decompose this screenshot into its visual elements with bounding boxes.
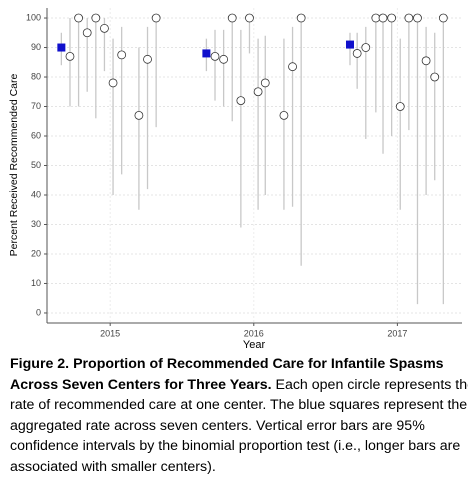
caption: Figure 2. Proportion of Recommended Care… [10, 354, 468, 477]
point [279, 110, 289, 120]
point [74, 13, 83, 23]
caption-title: Figure 2. Proportion of Recommended Care… [10, 356, 444, 393]
y-tick-label: 80 [31, 71, 41, 81]
point [100, 23, 109, 33]
point [219, 54, 229, 64]
y-tick-label: 70 [31, 101, 41, 111]
point [413, 13, 422, 23]
point [253, 87, 263, 97]
point [236, 96, 246, 106]
point [57, 43, 66, 52]
y-tick-label: 0 [36, 307, 41, 317]
point [296, 13, 306, 23]
point [361, 43, 371, 52]
point [387, 13, 397, 23]
point [227, 13, 237, 23]
point [134, 110, 144, 120]
point [91, 13, 101, 23]
point [245, 13, 254, 23]
point [404, 13, 414, 23]
point [352, 49, 362, 58]
point [421, 56, 431, 66]
point [117, 50, 127, 60]
y-tick-label: 50 [31, 160, 41, 170]
point [345, 40, 354, 49]
point [260, 78, 270, 88]
x-tick-label: 2016 [244, 328, 264, 338]
caption-text: Each open circle represents the rate of … [10, 376, 468, 475]
y-axis-label: Percent Received Recommended Care [8, 74, 20, 257]
point [430, 72, 440, 82]
point [202, 49, 211, 58]
point [438, 13, 448, 23]
y-tick-label: 90 [31, 42, 41, 52]
y-tick-label: 40 [31, 189, 41, 199]
y-tick-label: 30 [31, 219, 41, 229]
point [143, 54, 152, 64]
y-tick-label: 60 [31, 130, 41, 140]
point [82, 28, 92, 38]
point [108, 78, 118, 88]
x-tick-label: 2017 [387, 328, 407, 338]
y-tick-label: 100 [26, 12, 41, 22]
point [288, 62, 297, 72]
point [151, 13, 161, 23]
y-tick-label: 10 [31, 278, 41, 288]
x-tick-label: 2015 [100, 328, 120, 338]
chart: Percent Received Recommended Care Year 0… [8, 8, 462, 351]
point [65, 51, 75, 61]
x-axis-label: Year [243, 339, 266, 350]
point [395, 102, 405, 111]
point [210, 51, 220, 61]
point [378, 13, 388, 23]
y-tick-label: 20 [31, 248, 41, 258]
